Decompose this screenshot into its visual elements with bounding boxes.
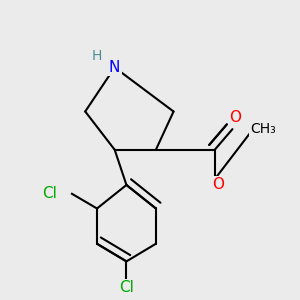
Text: Cl: Cl [119,280,134,295]
Text: O: O [212,178,224,193]
Text: N: N [109,60,120,75]
Text: Cl: Cl [43,186,57,201]
Text: CH₃: CH₃ [250,122,276,136]
Text: O: O [230,110,242,125]
Text: H: H [92,49,102,63]
